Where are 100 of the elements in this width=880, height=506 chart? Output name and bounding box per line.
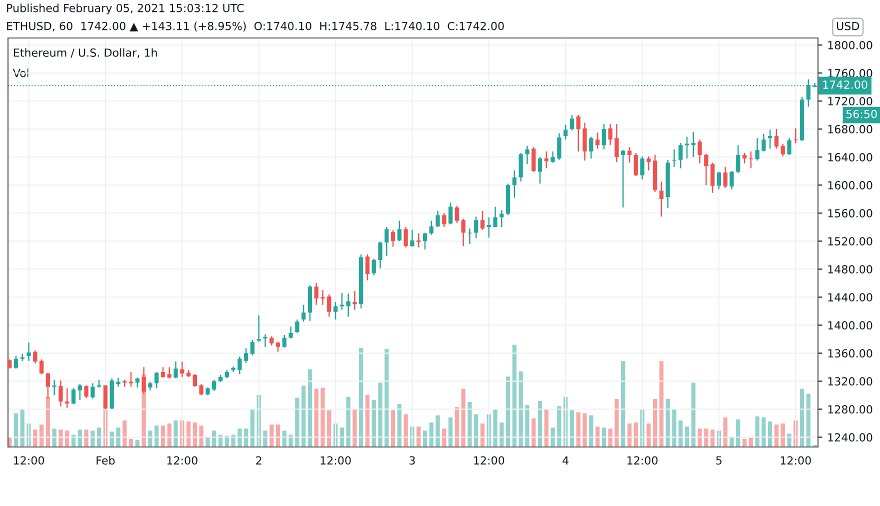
bar <box>263 430 268 447</box>
candlestick <box>160 366 166 378</box>
candlestick <box>276 341 280 352</box>
chart-subtitle: ETHUSD, 60 1742.00 ▲ +143.11 (+8.95%) O:1740.10 H:1745.78 L:1740.10 C:1742.00 <box>7 22 504 32</box>
candlestick <box>14 355 18 370</box>
bar <box>84 430 88 447</box>
candlestick <box>122 379 127 388</box>
candlestick <box>500 210 504 228</box>
candlestick <box>736 144 740 174</box>
bar <box>346 396 350 447</box>
candlestick <box>448 202 453 225</box>
candlestick <box>199 383 204 396</box>
bar <box>550 428 555 447</box>
candlestick <box>557 132 562 160</box>
bar <box>404 414 408 447</box>
x-tick-label: 5 <box>716 456 722 465</box>
bar <box>327 410 332 447</box>
bar <box>621 361 626 447</box>
y-tick-label: 1760.00 <box>828 68 872 78</box>
candlestick <box>238 356 242 375</box>
candlestick <box>480 210 485 231</box>
candlestick <box>627 146 632 164</box>
bar <box>652 398 658 447</box>
candlestick <box>742 152 747 164</box>
bar <box>730 436 734 447</box>
candlestick <box>327 294 332 318</box>
bar <box>698 428 702 447</box>
bar <box>116 428 120 447</box>
bar <box>308 369 312 447</box>
text: 56:50 <box>846 110 877 118</box>
bar <box>174 420 178 447</box>
text: Published February 05, 2021 15:03:12 UTC <box>7 4 244 14</box>
bar <box>557 406 562 447</box>
candlestick <box>640 156 644 180</box>
y-tick-label: 1600.00 <box>828 181 872 190</box>
bar <box>608 428 612 447</box>
bar <box>295 398 300 447</box>
bar <box>20 409 24 447</box>
ref-line-label: 1742.00 <box>823 80 868 89</box>
candlestick <box>730 170 734 190</box>
x-tick-label: 4 <box>562 456 568 464</box>
candlestick <box>486 216 491 238</box>
candlestick <box>429 220 434 236</box>
candlestick <box>26 342 31 362</box>
bar <box>231 434 236 447</box>
bar <box>390 410 396 447</box>
bar <box>806 394 810 447</box>
candlestick <box>8 358 12 370</box>
bar <box>762 417 766 447</box>
candlestick <box>263 334 268 348</box>
candlestick <box>493 206 498 228</box>
candlestick <box>621 149 626 208</box>
bar <box>787 434 792 447</box>
candlestick <box>474 216 478 239</box>
bar <box>352 409 357 447</box>
bar <box>288 434 293 447</box>
y-tick-label: 1440.00 <box>828 293 872 302</box>
x-tick-label: 12:00 <box>14 456 44 465</box>
candlestick <box>270 336 274 346</box>
bar <box>250 409 255 447</box>
candlestick <box>678 142 683 169</box>
candlestick <box>154 371 159 389</box>
candlestick <box>244 348 248 364</box>
candlestick <box>128 371 134 388</box>
candlestick <box>314 282 318 306</box>
candlestick <box>180 360 184 378</box>
x-tick-label: 2 <box>256 456 262 464</box>
candlestick <box>65 388 70 408</box>
bar <box>199 426 204 447</box>
candlestick <box>794 128 798 144</box>
bar <box>493 409 498 447</box>
bar <box>570 410 574 447</box>
y-tick-label: 1800.00 <box>828 40 872 50</box>
candlestick <box>544 150 548 169</box>
candlestick <box>468 228 472 245</box>
candlestick <box>295 318 300 334</box>
candlestick <box>608 124 612 146</box>
candlestick <box>256 314 261 343</box>
candlestick <box>595 132 600 150</box>
candlestick <box>410 229 414 248</box>
bar <box>384 348 389 447</box>
bar <box>320 388 325 447</box>
candlestick <box>174 360 178 379</box>
candlestick <box>84 384 88 399</box>
candlestick <box>365 254 370 281</box>
candlestick <box>90 382 95 400</box>
y-tick-label: 1560.00 <box>828 209 872 218</box>
candlestick <box>33 350 38 364</box>
bar <box>378 382 382 447</box>
bar <box>538 400 542 447</box>
candlestick <box>589 136 594 160</box>
candlestick <box>58 380 63 408</box>
bar <box>474 414 478 447</box>
x-tick-label: Feb <box>96 456 115 465</box>
candlestick <box>762 133 766 152</box>
bar <box>206 436 210 447</box>
candlestick <box>333 301 338 320</box>
candlestick <box>723 166 728 188</box>
candlestick <box>192 374 197 388</box>
candlestick <box>384 226 389 256</box>
